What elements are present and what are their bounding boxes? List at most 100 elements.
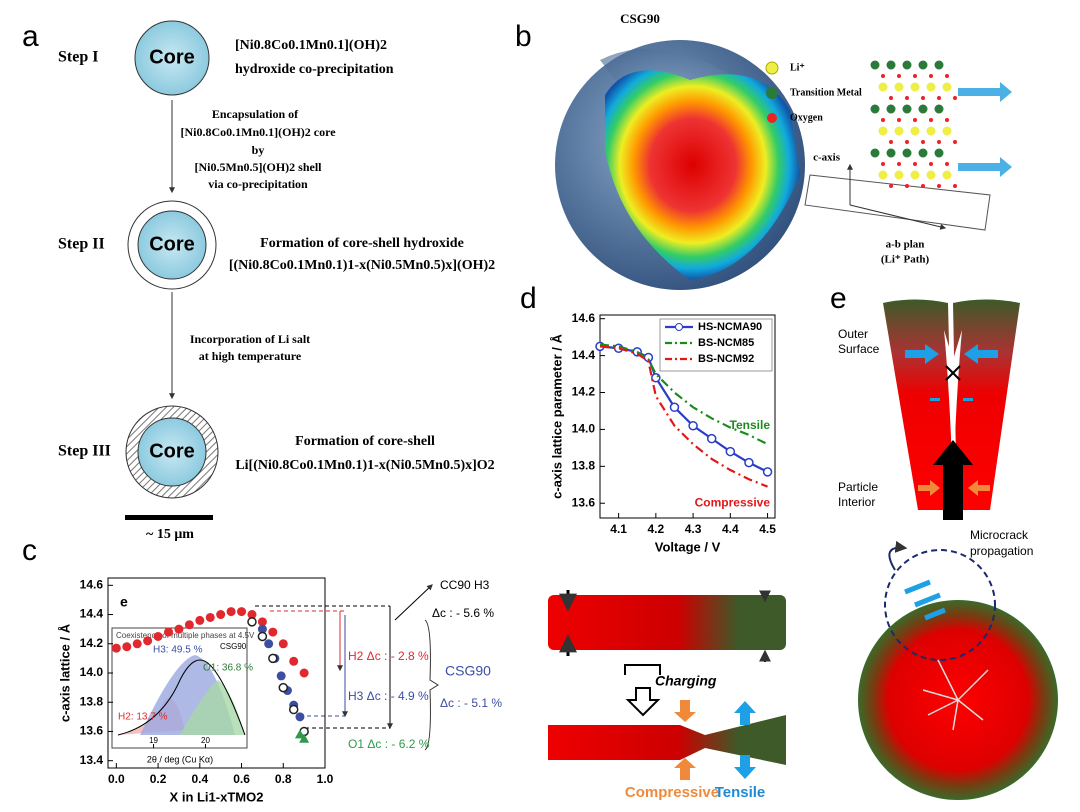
atom bbox=[942, 170, 952, 180]
lattice-bar bbox=[548, 715, 786, 765]
atom bbox=[921, 140, 925, 144]
point bbox=[294, 729, 305, 739]
atom bbox=[870, 148, 880, 158]
core-label: Core bbox=[149, 440, 195, 462]
atom bbox=[937, 140, 941, 144]
flow-arrow bbox=[958, 157, 1012, 177]
atom bbox=[881, 162, 885, 166]
atom bbox=[881, 118, 885, 122]
axis-label: c-axis bbox=[813, 152, 841, 164]
annotation: Δc : - 5.1 % bbox=[440, 696, 502, 710]
legend-label: Li⁺ bbox=[790, 62, 805, 73]
formula: hydroxide co-precipitation bbox=[235, 62, 394, 77]
force bbox=[964, 344, 998, 364]
y-tick-label: 13.8 bbox=[572, 458, 596, 472]
formula: Li[(Ni0.8Co0.1Mn0.1)1-x(Ni0.5Mn0.5)x]O2 bbox=[235, 458, 494, 473]
annotation: CC90 H3 bbox=[440, 578, 490, 592]
inset-phase: H3: 49.5 % bbox=[153, 645, 203, 656]
point bbox=[174, 624, 184, 634]
point bbox=[289, 656, 299, 666]
atom bbox=[942, 126, 952, 136]
panel-e: Outer Surface Particle Interior Microcra… bbox=[838, 299, 1058, 800]
inset-peak bbox=[180, 680, 245, 735]
y-tick-label: 14.2 bbox=[572, 385, 596, 399]
x-tick-label: 4.2 bbox=[648, 522, 665, 536]
y-axis-label: c-axis lattice parameter / Å bbox=[549, 334, 564, 499]
atom bbox=[945, 118, 949, 122]
point bbox=[122, 642, 132, 652]
x-tick-label: 0.2 bbox=[150, 772, 167, 786]
cutaway bbox=[605, 70, 800, 280]
atom bbox=[918, 148, 928, 158]
guide bbox=[394, 584, 433, 621]
point bbox=[762, 467, 773, 477]
step-label: Step I bbox=[58, 49, 98, 66]
atom bbox=[894, 126, 904, 136]
atom bbox=[937, 184, 941, 188]
crack-label: Microcrack bbox=[970, 528, 1029, 542]
flow-arrow bbox=[958, 82, 1012, 102]
atom bbox=[897, 118, 901, 122]
atom bbox=[886, 60, 896, 70]
force bbox=[905, 344, 939, 364]
point bbox=[706, 433, 717, 444]
tension-mark bbox=[904, 579, 946, 621]
atom bbox=[870, 104, 880, 114]
region-label: Particle bbox=[838, 480, 878, 494]
atom bbox=[926, 82, 936, 92]
charging-arrow bbox=[625, 687, 661, 717]
tension-mark bbox=[963, 398, 973, 401]
legend-swatch bbox=[675, 323, 683, 331]
formula: [Ni0.8Co0.1Mn0.1](OH)2 bbox=[235, 38, 387, 53]
atom bbox=[937, 96, 941, 100]
annotation: Tensile bbox=[730, 418, 771, 432]
atom bbox=[934, 148, 944, 158]
region-label: Surface bbox=[838, 342, 880, 356]
transition-text: Incorporation of Li salt bbox=[190, 332, 310, 346]
y-tick-label: 14.6 bbox=[572, 311, 596, 325]
atom bbox=[889, 184, 893, 188]
atom bbox=[910, 170, 920, 180]
transition-text: via co-precipitation bbox=[208, 177, 308, 191]
atom bbox=[897, 162, 901, 166]
legend-marker bbox=[766, 87, 778, 99]
plane-label: a-b plan bbox=[886, 239, 925, 251]
y-tick-label: 14.0 bbox=[80, 665, 104, 679]
y-axis-label: c-axis lattice / Å bbox=[57, 623, 72, 722]
inset-phase: H2: 13.7 % bbox=[118, 712, 168, 723]
plane bbox=[804, 174, 991, 231]
atom bbox=[929, 162, 933, 166]
atom bbox=[889, 96, 893, 100]
propagation-arrow bbox=[933, 440, 973, 520]
atom bbox=[878, 170, 888, 180]
point bbox=[264, 639, 274, 649]
y-tick-label: 14.4 bbox=[80, 607, 104, 621]
legend-marker bbox=[765, 61, 779, 75]
point bbox=[111, 643, 121, 653]
point bbox=[257, 617, 267, 627]
inset-title: Coexistence of multiple phases at 4.5V bbox=[116, 631, 255, 640]
y-tick-label: 14.4 bbox=[572, 348, 596, 362]
axis-arrow bbox=[849, 204, 947, 230]
scale-bar bbox=[125, 515, 213, 520]
force bbox=[674, 758, 696, 780]
legend-label: BS-NCM92 bbox=[698, 353, 754, 365]
atom bbox=[870, 60, 880, 70]
zoom-arrow bbox=[888, 540, 908, 571]
formula: Formation of core-shell bbox=[295, 434, 435, 449]
point bbox=[278, 639, 288, 649]
wedge bbox=[953, 299, 1020, 510]
point bbox=[299, 733, 310, 743]
atom bbox=[929, 74, 933, 78]
brace bbox=[424, 619, 439, 751]
point bbox=[257, 624, 267, 634]
point bbox=[195, 615, 205, 625]
tension-mark bbox=[930, 398, 940, 401]
atom bbox=[953, 184, 957, 188]
inset-tick-label: 19 bbox=[149, 736, 158, 745]
atom bbox=[921, 96, 925, 100]
core bbox=[134, 20, 210, 96]
zoom-circle bbox=[884, 549, 996, 661]
annotation: Compressive bbox=[695, 495, 771, 509]
x-tick-label: 0.4 bbox=[191, 772, 208, 786]
